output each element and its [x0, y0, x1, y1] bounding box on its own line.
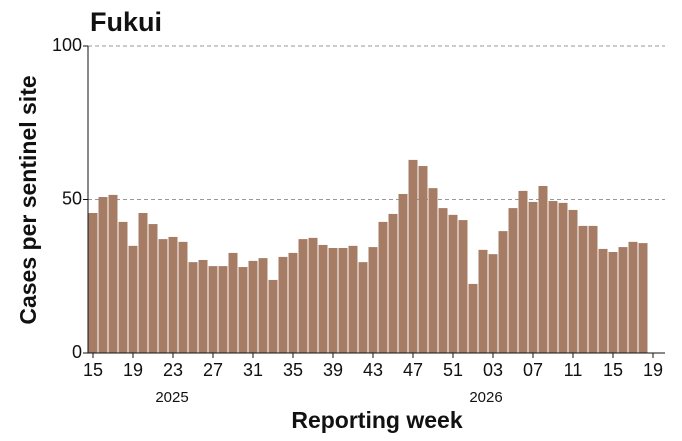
y-tick-label: 100 — [52, 35, 82, 55]
bar — [458, 220, 468, 353]
bar — [638, 243, 648, 353]
bar — [498, 231, 508, 353]
bar — [388, 213, 398, 353]
bar — [98, 197, 108, 353]
bar — [508, 208, 518, 353]
x-tick-label: 35 — [283, 360, 303, 380]
x-tick-label: 43 — [363, 360, 383, 380]
bar — [478, 249, 488, 353]
bar — [448, 214, 458, 353]
bar — [188, 262, 198, 353]
x-tick-label: 27 — [203, 360, 223, 380]
bar — [288, 252, 298, 353]
bar — [538, 185, 548, 353]
bar — [138, 213, 148, 353]
bar — [118, 221, 128, 353]
bar — [428, 188, 438, 353]
bar — [88, 213, 98, 353]
bar — [568, 209, 578, 353]
year-label: 2025 — [155, 389, 188, 406]
x-tick-label: 39 — [323, 360, 343, 380]
x-tick-label: 31 — [243, 360, 263, 380]
bar — [148, 224, 158, 353]
bar — [218, 266, 228, 353]
bar — [178, 241, 188, 353]
chart-title: Fukui — [90, 7, 162, 37]
bar — [518, 190, 528, 353]
x-tick-label: 15 — [83, 360, 103, 380]
bar — [548, 201, 558, 353]
bar — [418, 166, 428, 353]
bar — [158, 239, 168, 353]
x-tick-label: 47 — [403, 360, 423, 380]
bar — [378, 221, 388, 353]
bar — [228, 252, 238, 353]
x-axis-label: Reporting week — [291, 407, 462, 433]
bar — [528, 201, 538, 353]
y-tick-label: 0 — [72, 342, 82, 362]
y-tick-label: 50 — [62, 188, 82, 208]
bar — [238, 267, 248, 353]
bar — [328, 248, 338, 353]
bar — [128, 245, 138, 353]
bar — [208, 266, 218, 353]
bar — [108, 194, 118, 353]
bar — [588, 225, 598, 353]
x-tick-label: 11 — [564, 360, 583, 380]
bar — [268, 279, 278, 353]
bar — [438, 208, 448, 353]
bar — [468, 283, 478, 353]
x-tick-label: 07 — [523, 360, 543, 380]
bar — [338, 248, 348, 353]
bar — [608, 251, 618, 353]
x-tick-label: 15 — [603, 360, 623, 380]
bar — [348, 245, 358, 353]
bar — [168, 236, 178, 353]
bar — [598, 248, 608, 353]
bar — [318, 244, 328, 353]
bar — [308, 237, 318, 353]
year-label: 2026 — [469, 389, 502, 406]
bar — [198, 259, 208, 353]
x-tick-label: 19 — [643, 360, 663, 380]
bar — [618, 247, 628, 353]
bar — [278, 256, 288, 353]
bar — [298, 239, 308, 353]
bar — [258, 258, 268, 353]
y-axis-label: Cases per sentinel site — [15, 75, 41, 324]
x-tick-label: 23 — [163, 360, 183, 380]
x-tick-label: 03 — [483, 360, 503, 380]
bar — [368, 247, 378, 353]
bar — [248, 260, 258, 353]
bar — [558, 202, 568, 353]
bar — [408, 159, 418, 353]
bar — [398, 193, 408, 353]
bar — [578, 225, 588, 353]
bar — [628, 241, 638, 353]
x-tick-label: 19 — [123, 360, 143, 380]
x-tick-label: 51 — [443, 360, 463, 380]
bar — [488, 254, 498, 353]
bar — [358, 262, 368, 353]
